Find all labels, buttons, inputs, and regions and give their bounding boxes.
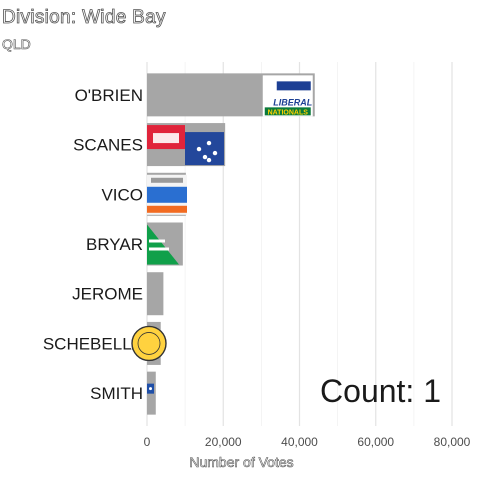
greens-logo [147,224,179,265]
x-tick-label: 80,000 [434,435,471,449]
star-icon [202,154,208,160]
one-nation-logo-band [147,186,187,203]
liberal-logo-stripe [276,81,311,91]
labor-logo-flag [185,132,224,166]
party-logo-dot [149,387,152,391]
category-label: JEROME [72,285,143,304]
greens-logo-mark [149,247,169,251]
x-tick-label: 40,000 [281,435,318,449]
category-label: SCHEBELLA [43,334,144,353]
star-icon [206,140,212,146]
chart-title: Division: Wide Bay [2,7,166,29]
greens-logo-mark [149,239,165,243]
x-tick-label: 20,000 [205,435,242,449]
star-icon [196,146,202,152]
one-nation-logo-stripe [147,205,187,213]
star-icon [206,157,212,163]
x-tick-label: 60,000 [357,435,394,449]
category-label: VICO [101,185,143,204]
party-logo-ring [137,332,161,355]
category-label: BRYAR [86,235,143,254]
nationals-logo-text: NATIONALS [268,109,309,116]
x-tick-label: 0 [144,435,151,449]
one-nation-logo-mark [151,177,183,183]
category-label: SCANES [73,136,143,155]
category-label: SMITH [90,384,143,403]
labor-logo-mark [153,133,179,144]
count-annotation: Count: 1 [320,373,441,409]
party-logo [131,325,167,362]
nationals-logo-band [264,107,311,116]
x-axis-label: Number of Votes [189,454,293,470]
star-icon [212,150,218,156]
bar [147,272,164,316]
liberal-logo-text: LIBERAL [273,97,312,107]
chart-subtitle: QLD [2,36,31,53]
category-label: O'BRIEN [75,86,143,105]
